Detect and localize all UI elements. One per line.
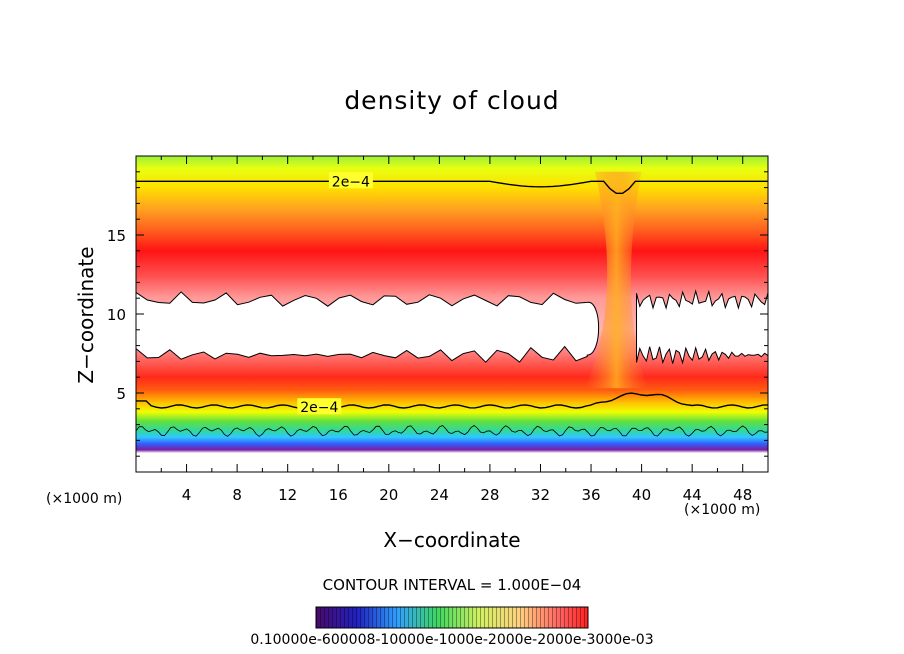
x-tick-label: 20 — [379, 486, 398, 504]
colorbar-tick-labels: 0.10000e-600008-10000e-1000e-2000e-2000e… — [250, 632, 654, 648]
contour-interval-label: CONTOUR INTERVAL = 1.000E−04 — [322, 576, 582, 594]
contour-label: 2e−4 — [300, 400, 338, 416]
contour-lower — [136, 392, 769, 409]
contour-label: 2e−4 — [332, 174, 370, 190]
x-tick-label: 8 — [232, 486, 242, 504]
x-unit-right: (×1000 m) — [684, 502, 761, 518]
contour-label-bg — [328, 172, 373, 189]
x-tick-label: 36 — [581, 486, 600, 504]
x-tick-label: 24 — [430, 486, 449, 504]
contour-base — [135, 425, 769, 437]
colorbar-stripes — [316, 607, 588, 628]
x-tick-label: 44 — [683, 486, 702, 504]
x-unit-left: (×1000 m) — [46, 491, 123, 507]
y-tick-label: 5 — [116, 385, 126, 403]
y-tick-label: 10 — [107, 306, 126, 324]
convective-plume — [584, 171, 648, 389]
density-field — [136, 156, 768, 472]
blank-region-left — [136, 291, 600, 363]
contour-lines: 2e−4 2e−4 — [135, 172, 769, 437]
x-tick-label: 32 — [531, 486, 550, 504]
contour-label-bg — [297, 398, 342, 415]
y-tick-label: 15 — [107, 227, 126, 245]
chart-title: density of cloud — [344, 86, 560, 115]
x-tick-label: 16 — [329, 486, 348, 504]
contour-upper — [135, 180, 768, 194]
blank-region-right — [636, 289, 768, 365]
x-tick-label: 28 — [480, 486, 499, 504]
colorbar-frame — [315, 606, 589, 629]
x-axis-label: X−coordinate — [383, 528, 521, 552]
x-tick-label: 40 — [632, 486, 651, 504]
colorbar — [315, 606, 589, 629]
x-tick-label: 48 — [733, 486, 752, 504]
x-tick-label: 12 — [278, 486, 297, 504]
x-tick-label: 4 — [182, 486, 192, 504]
